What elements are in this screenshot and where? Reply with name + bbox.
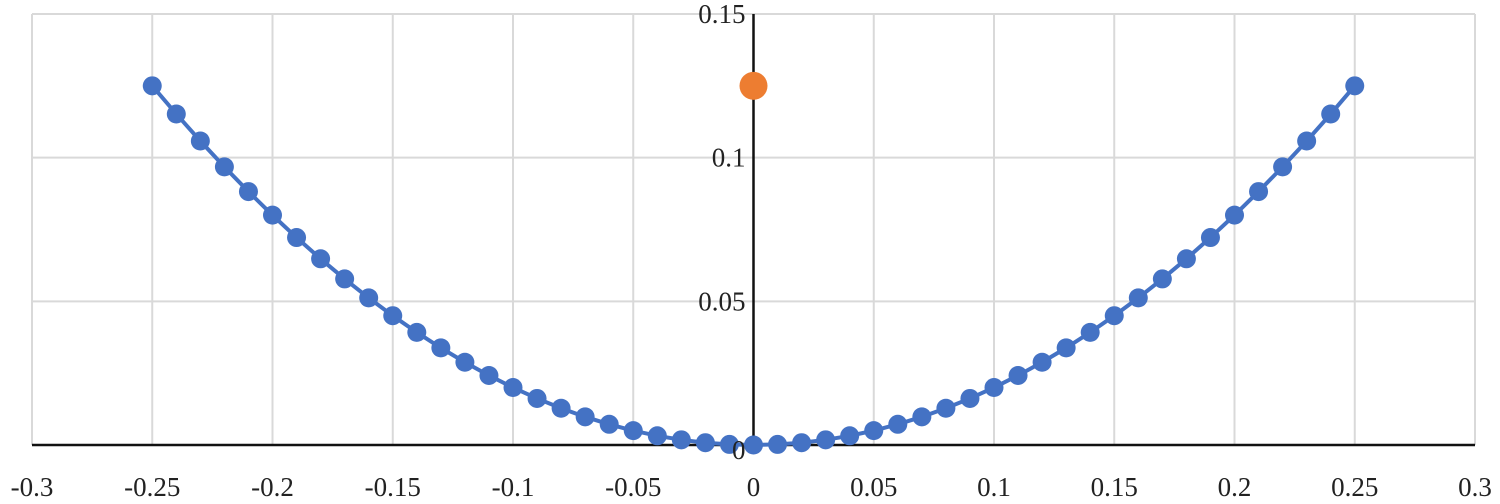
data-point (623, 421, 643, 441)
data-point (888, 414, 908, 434)
x-tick-label: -0.05 (605, 472, 661, 502)
x-tick-label: -0.25 (124, 472, 180, 502)
highlight-point (739, 71, 768, 100)
data-point (166, 104, 186, 124)
x-tick-label: -0.15 (365, 472, 421, 502)
data-point (431, 338, 451, 358)
data-point (671, 430, 691, 450)
data-point (1032, 352, 1052, 372)
data-point (960, 388, 980, 408)
data-point (335, 269, 355, 289)
x-tick-label: 0.25 (1331, 472, 1378, 502)
data-point (575, 407, 595, 427)
y-tick-label: 0.15 (698, 0, 745, 29)
data-point (768, 434, 788, 454)
data-point (263, 205, 282, 225)
data-point (287, 228, 307, 248)
x-tick-label: 0.15 (1091, 472, 1138, 502)
y-zero-label: 0 (732, 435, 746, 465)
data-point (1104, 306, 1124, 326)
data-point (1297, 131, 1317, 151)
data-point (719, 434, 739, 454)
data-point (407, 322, 427, 342)
data-point (864, 421, 884, 441)
data-point (984, 378, 1004, 398)
data-point (214, 157, 234, 177)
data-point (1225, 205, 1244, 225)
data-point (792, 433, 812, 453)
data-point (1152, 269, 1172, 289)
data-point (1249, 182, 1269, 202)
y-tick-label: 0.1 (712, 143, 746, 173)
data-point (816, 430, 836, 450)
data-point (190, 131, 210, 151)
data-point (383, 306, 403, 326)
x-tick-label: 0 (747, 472, 761, 502)
data-point (1080, 322, 1100, 342)
data-series (142, 71, 1365, 455)
data-point (359, 288, 379, 308)
x-tick-label: -0.1 (492, 472, 535, 502)
data-point (1273, 157, 1293, 177)
data-point (840, 426, 860, 446)
data-point (936, 398, 956, 418)
data-point (912, 407, 932, 427)
data-point (1321, 104, 1341, 124)
data-point (142, 76, 162, 96)
data-point (1176, 249, 1196, 269)
x-tick-label: -0.2 (251, 472, 294, 502)
data-point (527, 388, 547, 408)
data-point (503, 378, 523, 398)
x-tick-label: 0.3 (1458, 472, 1492, 502)
x-tick-label: 0.05 (850, 472, 897, 502)
data-point (1345, 76, 1365, 96)
data-point (479, 365, 499, 385)
data-point (1128, 288, 1148, 308)
data-point (1008, 365, 1028, 385)
data-point (238, 182, 258, 202)
x-tick-label: 0.1 (977, 472, 1011, 502)
data-point (1200, 228, 1220, 248)
tick-labels: -0.3 -0.25 -0.2 -0.15 -0.1 -0.05 0 0.05 0.1 0.15 0… (11, 0, 1492, 502)
data-point (1056, 338, 1076, 358)
data-point (599, 414, 619, 434)
data-point (744, 435, 763, 455)
data-point (311, 249, 331, 269)
y-tick-label: 0.05 (698, 286, 745, 316)
data-point (695, 433, 715, 453)
data-point (647, 426, 667, 446)
x-tick-label: 0.2 (1218, 472, 1252, 502)
x-tick-label: -0.3 (11, 472, 54, 502)
data-point (551, 398, 571, 418)
data-point (455, 352, 475, 372)
